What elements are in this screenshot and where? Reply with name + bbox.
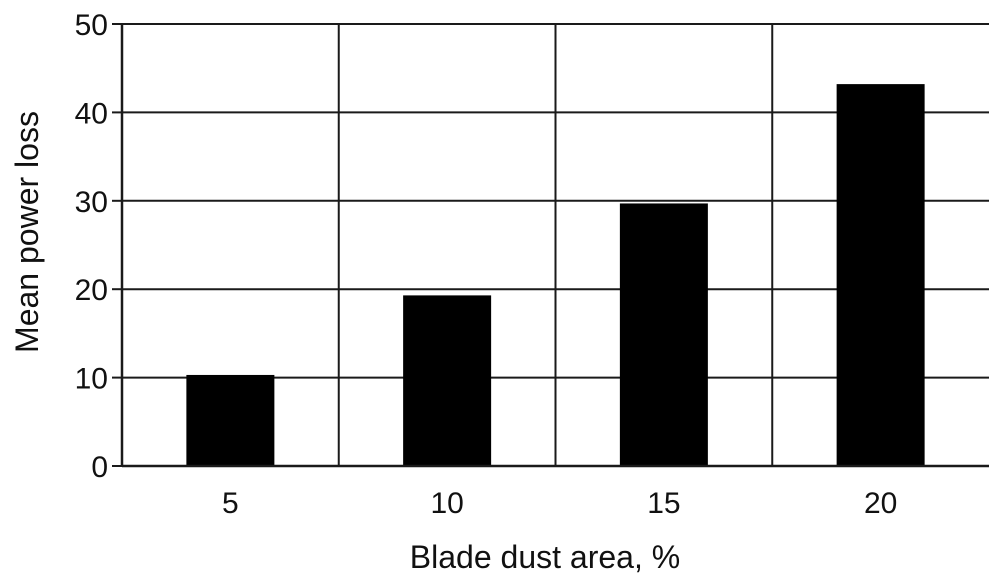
x-tick-label: 10 xyxy=(430,487,463,520)
bar-10 xyxy=(403,295,492,466)
y-tick-label: 0 xyxy=(91,451,108,484)
x-tick-label: 20 xyxy=(864,487,897,520)
plot-frame xyxy=(112,23,989,468)
x-tick-label: 15 xyxy=(647,487,680,520)
x-tick-label: 5 xyxy=(222,487,239,520)
y-tick-label: 20 xyxy=(75,274,108,307)
y-tick-label: 50 xyxy=(75,9,108,42)
bar-5 xyxy=(186,374,275,466)
x-axis-title: Blade dust area, % xyxy=(410,539,680,575)
bar-15 xyxy=(619,203,708,466)
tick-labels: 0 10 20 30 40 50 5 10 15 20 xyxy=(75,9,898,520)
y-tick-label: 40 xyxy=(75,97,108,130)
bars xyxy=(186,84,925,466)
bar-20 xyxy=(836,84,925,466)
y-axis-title: Mean power loss xyxy=(9,111,45,353)
y-tick-label: 10 xyxy=(75,363,108,396)
y-tick-label: 30 xyxy=(75,186,108,219)
